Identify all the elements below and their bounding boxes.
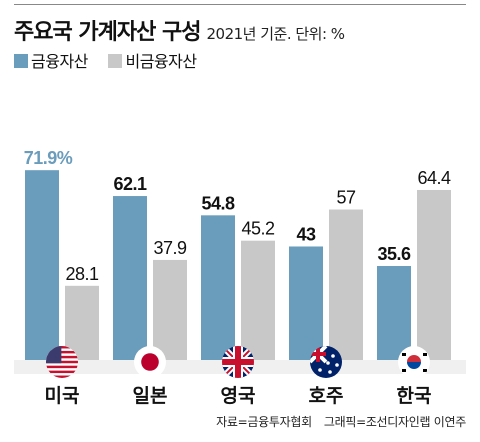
data-label-nonfinancial: 37.9 <box>153 238 187 258</box>
bar-chart: 71.9% 28.1 미국 62.1 37.9 일본 54.8 45.2 영국 43 57 호주 35.… <box>14 148 466 407</box>
japan-flag-icon <box>134 346 166 378</box>
category-label: 호주 <box>309 385 344 407</box>
chart-header: 주요국 가계자산 구성 2021년 기준. 단위: % <box>14 14 345 46</box>
legend-swatch-nonfinancial <box>108 54 123 68</box>
australia-flag-icon <box>310 346 342 378</box>
bar-financial <box>289 246 323 360</box>
korea-flag-icon <box>398 346 430 378</box>
legend-label-financial: 금융자산 <box>31 52 88 71</box>
bar-financial <box>201 215 235 360</box>
category-label: 영국 <box>221 385 256 407</box>
data-label-nonfinancial: 64.4 <box>417 168 451 188</box>
data-label-financial: 62.1 <box>113 174 147 194</box>
top-rule <box>14 4 466 5</box>
bar-financial <box>25 170 59 360</box>
data-label-nonfinancial: 28.1 <box>65 264 99 284</box>
us-flag-icon <box>46 346 78 378</box>
data-label-financial: 54.8 <box>201 193 235 213</box>
legend-swatch-financial <box>14 54 28 68</box>
legend-label-nonfinancial: 비금융자산 <box>125 52 197 71</box>
data-label-financial: 43 <box>296 224 316 244</box>
data-label-financial: 35.6 <box>377 244 411 264</box>
data-label-nonfinancial: 45.2 <box>241 219 275 239</box>
source-text: 자료=금융투자협회 <box>216 415 312 429</box>
category-label: 미국 <box>45 385 80 407</box>
category-label: 일본 <box>133 385 168 407</box>
bar-nonfinancial <box>241 240 275 360</box>
bar-nonfinancial <box>329 209 363 360</box>
uk-flag-icon <box>222 346 254 378</box>
bar-financial <box>377 266 411 360</box>
bar-nonfinancial <box>417 189 451 360</box>
data-label-financial: 71.9% <box>24 148 73 168</box>
chart-subtitle: 2021년 기준. 단위: % <box>206 25 345 43</box>
bar-nonfinancial <box>153 259 187 360</box>
bar-nonfinancial <box>65 285 99 360</box>
bar-financial <box>113 196 147 360</box>
data-label-nonfinancial: 57 <box>336 188 356 208</box>
credit-text: 그래픽=조선디자인랩 이연주 <box>323 415 466 429</box>
chart-title: 주요국 가계자산 구성 <box>14 20 201 45</box>
source-line: 자료=금융투자협회 그래픽=조선디자인랩 이연주 <box>216 413 466 430</box>
chart-legend: 금융자산 비금융자산 <box>14 48 197 72</box>
category-label: 한국 <box>397 385 432 407</box>
